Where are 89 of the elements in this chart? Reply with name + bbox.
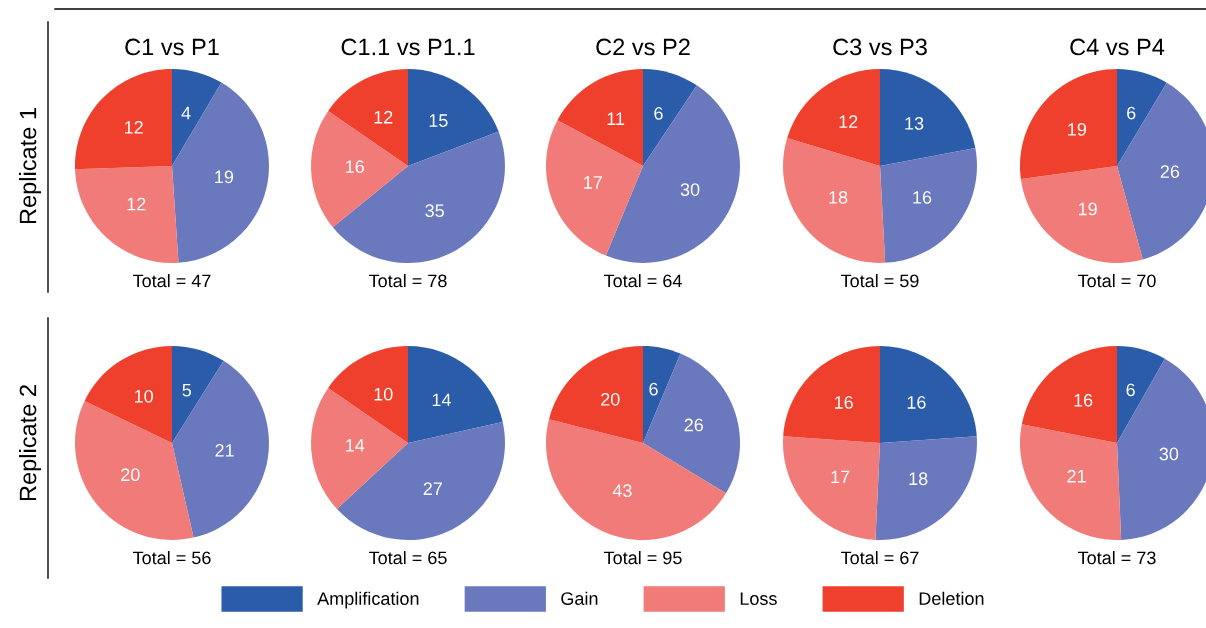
data-label: 43	[612, 484, 632, 498]
chart-title: C1 vs P1	[125, 38, 219, 56]
text: Replicate 2	[19, 385, 41, 501]
pie-slice	[172, 69, 222, 166]
data-label: 12	[839, 115, 858, 128]
pie-slice	[336, 422, 505, 540]
text: Total = 65	[369, 550, 447, 565]
data-label: 20	[601, 392, 620, 406]
pie-slice	[880, 346, 977, 443]
data-label: 12	[374, 110, 393, 124]
pie-slice	[643, 346, 681, 443]
pie-slice	[643, 69, 697, 166]
data-label: 18	[909, 472, 928, 486]
data-label: 27	[423, 482, 442, 495]
text: Total = 56	[133, 550, 211, 565]
data-label: 16	[834, 396, 853, 409]
pie-slice	[75, 69, 172, 170]
data-label: 16	[1074, 393, 1093, 407]
pie-slice	[557, 69, 643, 166]
pie-slice	[408, 346, 503, 443]
pie-slice	[84, 346, 172, 443]
pie-slice	[548, 346, 643, 443]
data-label: 14	[432, 393, 451, 407]
legend-label: Gain	[561, 591, 598, 605]
data-label: 15	[429, 114, 448, 127]
text: Total = 47	[133, 273, 211, 288]
data-label: 4	[181, 106, 191, 120]
pie-slice	[75, 166, 179, 263]
text: Total = 73	[1078, 550, 1156, 565]
data-label: 6	[1126, 383, 1135, 397]
pie-slice	[172, 346, 224, 443]
pie-slice	[787, 69, 880, 166]
pie-slice	[880, 148, 977, 263]
data-label: 35	[425, 204, 444, 218]
data-label: 17	[584, 176, 602, 189]
data-label: 21	[215, 444, 234, 457]
legend-label: Deletion	[919, 591, 984, 605]
pie-slice	[783, 436, 880, 540]
data-label: 26	[684, 418, 703, 432]
text: Total = 67	[841, 550, 919, 565]
pie-slice	[783, 138, 886, 263]
pie-slice	[880, 69, 976, 166]
pie-slice	[332, 131, 505, 263]
data-label: 17	[831, 470, 850, 484]
pie-slice	[408, 69, 499, 166]
legend-label: Loss	[740, 592, 777, 605]
text: Replicate 1	[19, 108, 41, 224]
chart-title: C1.1 vs P1.1	[341, 38, 475, 56]
data-label: 13	[905, 116, 924, 130]
data-label: 19	[1078, 202, 1097, 216]
data-label: 19	[1068, 122, 1087, 136]
data-label: 10	[374, 387, 393, 401]
text: Total = 95	[604, 550, 682, 565]
pie-slice	[172, 82, 269, 263]
chart-title: C3 vs P3	[833, 38, 927, 56]
pie-slice	[311, 387, 408, 510]
data-label: 6	[654, 107, 663, 120]
pie-slice	[643, 353, 740, 494]
legend-label: Amplification	[317, 591, 419, 609]
data-label: 12	[124, 120, 143, 134]
data-label: 16	[913, 191, 932, 204]
text: Total = 64	[604, 273, 682, 288]
pie-slice	[172, 360, 269, 538]
pie-slice	[783, 346, 880, 443]
pie-slice	[311, 110, 408, 228]
pie-slice	[546, 419, 726, 540]
data-label: 19	[215, 170, 234, 184]
data-label: 14	[346, 439, 365, 452]
data-label: 10	[134, 389, 153, 403]
data-label: 5	[182, 383, 192, 397]
data-label: 11	[607, 112, 625, 125]
text: Total = 59	[841, 273, 919, 288]
data-label: 20	[121, 468, 140, 482]
data-label: 6	[649, 382, 658, 396]
data-label: 6	[1127, 106, 1136, 120]
data-label: 12	[127, 197, 146, 211]
data-label: 26	[1160, 165, 1180, 179]
pie-slice	[605, 85, 740, 263]
pie-slice	[875, 436, 977, 540]
data-label: 21	[1067, 469, 1086, 483]
chart-title: C4 vs P4	[1070, 38, 1165, 56]
data-label: 18	[829, 191, 848, 204]
text: Total = 78	[369, 273, 447, 288]
data-label: 16	[346, 160, 364, 173]
text: Total = 70	[1078, 273, 1156, 288]
data-label: 16	[907, 396, 926, 409]
data-label: 30	[680, 183, 700, 196]
data-label: 30	[1159, 447, 1179, 461]
chart-title: C2 vs P2	[596, 38, 690, 56]
